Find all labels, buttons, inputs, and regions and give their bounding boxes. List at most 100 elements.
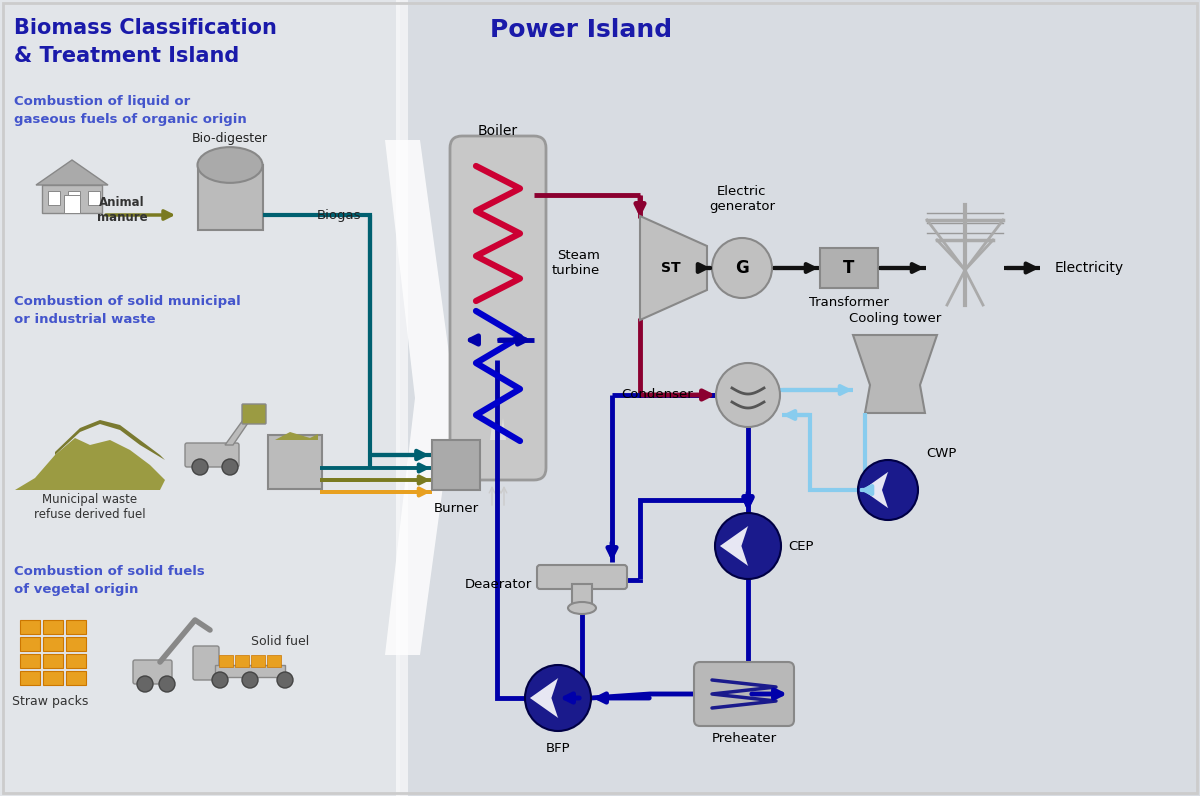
Text: Combustion of solid municipal: Combustion of solid municipal (14, 295, 241, 308)
Bar (66, 654, 86, 668)
Circle shape (222, 459, 238, 475)
FancyBboxPatch shape (185, 443, 239, 467)
Text: Biogas: Biogas (317, 209, 361, 221)
Polygon shape (742, 526, 776, 566)
Polygon shape (496, 418, 502, 440)
Text: BFP: BFP (546, 742, 570, 755)
Polygon shape (720, 526, 755, 566)
Text: refuse derived fuel: refuse derived fuel (34, 508, 146, 521)
Polygon shape (640, 216, 707, 320)
Circle shape (212, 672, 228, 688)
Text: Preheater: Preheater (712, 732, 776, 745)
Bar (68, 191, 80, 205)
Text: Combustion of liquid or: Combustion of liquid or (14, 95, 191, 108)
FancyBboxPatch shape (133, 660, 172, 684)
Bar (572, 584, 592, 606)
Bar (266, 655, 281, 667)
Bar (396, 0, 408, 796)
FancyBboxPatch shape (450, 136, 546, 480)
Text: Electric
generator: Electric generator (709, 185, 775, 213)
Bar (0, 0, 400, 796)
Text: Animal: Animal (100, 196, 145, 209)
Text: Straw packs: Straw packs (12, 695, 88, 708)
Bar (20, 671, 40, 685)
Bar (88, 191, 100, 205)
Bar (43, 620, 64, 634)
Bar (235, 655, 250, 667)
Text: of vegetal origin: of vegetal origin (14, 583, 138, 596)
Polygon shape (14, 438, 166, 490)
Text: or industrial waste: or industrial waste (14, 313, 156, 326)
Bar (400, 0, 1200, 796)
Circle shape (716, 363, 780, 427)
FancyBboxPatch shape (193, 646, 220, 680)
Text: CEP: CEP (788, 540, 814, 552)
Polygon shape (530, 678, 565, 718)
Polygon shape (385, 140, 455, 655)
Text: Bio-digester: Bio-digester (192, 132, 268, 145)
Text: CWP: CWP (926, 447, 956, 460)
Text: Transformer: Transformer (809, 296, 889, 309)
Text: Municipal waste: Municipal waste (42, 493, 138, 506)
Bar (215, 665, 286, 677)
Circle shape (192, 459, 208, 475)
Ellipse shape (568, 602, 596, 614)
Bar (64, 194, 80, 213)
Bar (20, 620, 40, 634)
Circle shape (715, 513, 781, 579)
FancyBboxPatch shape (538, 565, 628, 589)
Text: Deaerator: Deaerator (464, 578, 532, 591)
Circle shape (526, 665, 592, 731)
FancyBboxPatch shape (242, 404, 266, 424)
Polygon shape (882, 472, 913, 508)
Bar (20, 637, 40, 651)
Circle shape (712, 238, 772, 298)
Text: G: G (736, 259, 749, 277)
Text: Steam
turbine: Steam turbine (552, 249, 600, 277)
Circle shape (137, 676, 154, 692)
Ellipse shape (198, 147, 263, 183)
Bar (220, 655, 233, 667)
Bar (43, 654, 64, 668)
Text: manure: manure (97, 211, 148, 224)
Circle shape (158, 676, 175, 692)
Bar (42, 185, 102, 213)
Bar (66, 620, 86, 634)
Polygon shape (55, 420, 166, 460)
Text: Condenser: Condenser (622, 388, 694, 401)
Bar (48, 191, 60, 205)
Text: Cooling tower: Cooling tower (848, 312, 941, 325)
Polygon shape (500, 418, 506, 440)
Bar (432, 440, 480, 490)
Bar (66, 637, 86, 651)
Text: & Treatment Island: & Treatment Island (14, 46, 239, 66)
Polygon shape (863, 472, 894, 508)
Bar (66, 671, 86, 685)
Polygon shape (490, 418, 496, 440)
Text: Boiler: Boiler (478, 124, 518, 138)
Polygon shape (226, 420, 250, 445)
Text: gaseous fuels of organic origin: gaseous fuels of organic origin (14, 113, 247, 126)
Circle shape (242, 672, 258, 688)
Bar (251, 655, 265, 667)
FancyBboxPatch shape (268, 435, 322, 489)
FancyBboxPatch shape (694, 662, 794, 726)
Polygon shape (853, 335, 937, 413)
Text: Combustion of solid fuels: Combustion of solid fuels (14, 565, 205, 578)
Text: T: T (844, 259, 854, 277)
Text: ST: ST (661, 261, 680, 275)
Text: Electricity: Electricity (1055, 261, 1124, 275)
Bar (43, 671, 64, 685)
Circle shape (858, 460, 918, 520)
Circle shape (277, 672, 293, 688)
Polygon shape (275, 432, 318, 440)
Text: Biomass Classification: Biomass Classification (14, 18, 277, 38)
Polygon shape (36, 160, 108, 185)
FancyBboxPatch shape (198, 165, 263, 230)
Bar (43, 637, 64, 651)
Bar (820, 248, 878, 288)
Polygon shape (552, 678, 586, 718)
Text: Power Island: Power Island (490, 18, 672, 42)
Bar (20, 654, 40, 668)
Text: Solid fuel: Solid fuel (251, 635, 310, 648)
